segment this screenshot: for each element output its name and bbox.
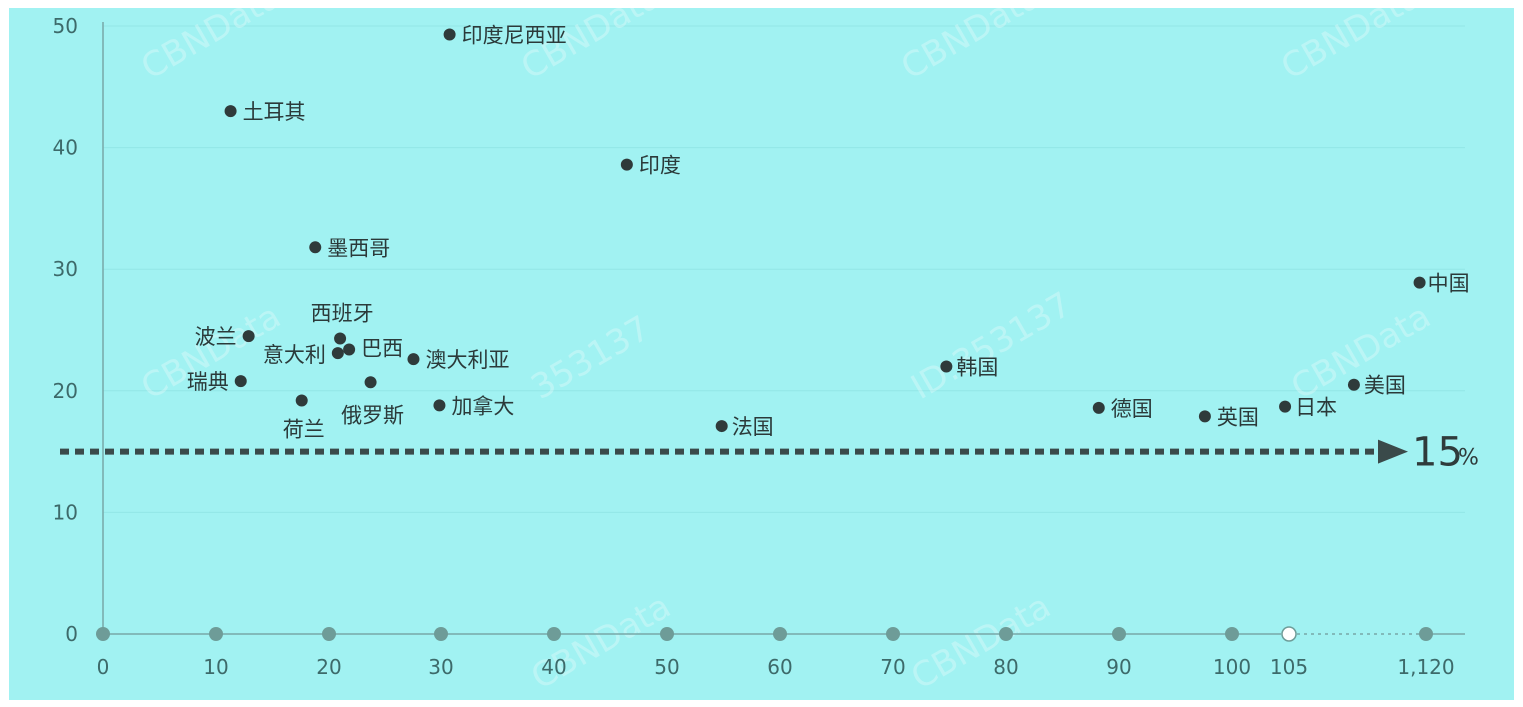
data-point bbox=[334, 333, 346, 345]
data-point-label: 法国 bbox=[732, 415, 774, 439]
data-point-label: 西班牙 bbox=[311, 302, 374, 326]
x-tick-marker bbox=[96, 627, 110, 641]
y-tick-label: 30 bbox=[53, 257, 78, 281]
data-point bbox=[1199, 410, 1211, 422]
data-point bbox=[1093, 402, 1105, 414]
x-tick-label: 100 bbox=[1213, 655, 1251, 679]
x-tick-label: 1,120 bbox=[1397, 655, 1454, 679]
data-point bbox=[433, 399, 445, 411]
data-point-label: 加拿大 bbox=[451, 394, 514, 418]
x-tick-label: 105 bbox=[1270, 655, 1308, 679]
x-tick-label: 90 bbox=[1106, 655, 1131, 679]
x-tick-label: 0 bbox=[97, 655, 110, 679]
x-tick-label: 30 bbox=[428, 655, 453, 679]
data-point-label: 波兰 bbox=[195, 325, 237, 349]
data-point bbox=[365, 376, 377, 388]
data-point bbox=[1414, 277, 1426, 289]
data-point-label: 日本 bbox=[1295, 396, 1337, 420]
x-tick-marker bbox=[1419, 627, 1433, 641]
x-tick-marker bbox=[1112, 627, 1126, 641]
x-tick-marker bbox=[434, 627, 448, 641]
y-tick-label: 50 bbox=[53, 14, 78, 38]
y-tick-label: 20 bbox=[53, 379, 78, 403]
x-tick-marker bbox=[999, 627, 1013, 641]
data-point bbox=[225, 105, 237, 117]
data-point-label: 墨西哥 bbox=[327, 236, 390, 260]
data-point bbox=[332, 347, 344, 359]
reference-line-value: 15 bbox=[1412, 430, 1463, 476]
data-point-label: 意大利 bbox=[263, 343, 326, 367]
data-point-label: 澳大利亚 bbox=[425, 348, 509, 372]
data-point-label: 土耳其 bbox=[243, 100, 306, 124]
data-point bbox=[621, 159, 633, 171]
x-tick-label: 50 bbox=[654, 655, 679, 679]
x-tick-marker bbox=[547, 627, 561, 641]
data-point bbox=[343, 343, 355, 355]
data-point-label: 美国 bbox=[1364, 374, 1406, 398]
data-point-label: 韩国 bbox=[956, 355, 998, 379]
data-point-label: 印度 bbox=[639, 154, 681, 178]
data-point-label: 德国 bbox=[1111, 397, 1153, 421]
x-tick-label: 40 bbox=[541, 655, 566, 679]
data-point-label: 荷兰 bbox=[283, 418, 325, 442]
data-point bbox=[235, 375, 247, 387]
x-tick-label: 70 bbox=[880, 655, 905, 679]
reference-line-unit: % bbox=[1458, 446, 1479, 471]
data-point-label: 瑞典 bbox=[187, 370, 229, 394]
data-point-label: 英国 bbox=[1217, 405, 1259, 429]
x-tick-marker bbox=[773, 627, 787, 641]
x-tick-marker bbox=[209, 627, 223, 641]
x-tick-label: 10 bbox=[203, 655, 228, 679]
x-axis-break-marker bbox=[1282, 627, 1296, 641]
data-point bbox=[243, 330, 255, 342]
data-point-label: 中国 bbox=[1428, 272, 1470, 296]
y-tick-label: 0 bbox=[65, 622, 78, 646]
x-tick-marker bbox=[886, 627, 900, 641]
data-point bbox=[296, 395, 308, 407]
data-point bbox=[1348, 379, 1360, 391]
data-point bbox=[940, 360, 952, 372]
x-tick-label: 60 bbox=[767, 655, 792, 679]
x-tick-marker bbox=[660, 627, 674, 641]
y-tick-label: 40 bbox=[53, 136, 78, 160]
x-tick-marker bbox=[1225, 627, 1239, 641]
x-tick-label: 80 bbox=[993, 655, 1018, 679]
y-tick-label: 10 bbox=[53, 500, 78, 524]
data-point bbox=[309, 241, 321, 253]
x-tick-label: 20 bbox=[316, 655, 341, 679]
data-point-label: 巴西 bbox=[361, 336, 403, 360]
data-point bbox=[407, 353, 419, 365]
x-tick-marker bbox=[322, 627, 336, 641]
data-point bbox=[716, 420, 728, 432]
data-point bbox=[1279, 401, 1291, 413]
data-point-label: 俄罗斯 bbox=[341, 403, 404, 427]
data-point-label: 印度尼西亚 bbox=[462, 24, 567, 48]
data-point bbox=[444, 29, 456, 41]
